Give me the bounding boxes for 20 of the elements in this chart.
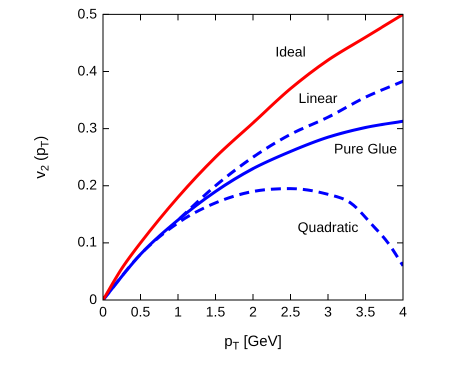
- series-label: Pure Glue: [334, 140, 398, 156]
- y-axis-title: v2 (pT): [32, 136, 52, 179]
- x-tick-label: 4: [399, 303, 408, 320]
- series-label: Ideal: [275, 44, 306, 60]
- x-tick-label: 2: [249, 303, 258, 320]
- series-label: Linear: [298, 90, 338, 106]
- x-tick-label: 3.5: [356, 303, 376, 320]
- x-tick-label: 0: [99, 303, 108, 320]
- y-tick-label: 0.4: [78, 62, 98, 78]
- y-tick-label: 0.1: [78, 234, 98, 250]
- x-tick-label: 0.5: [130, 303, 150, 320]
- y-tick-label: 0.3: [78, 120, 98, 136]
- series-label: Quadratic: [298, 219, 358, 236]
- x-tick-label: 3: [324, 303, 332, 320]
- y-tick-label: 0.5: [78, 5, 98, 22]
- x-tick-label: 1.5: [206, 303, 226, 320]
- y-tick-label: 0.2: [78, 176, 98, 193]
- y-tick-label: 0: [89, 290, 98, 307]
- x-tick-label: 2.5: [280, 303, 300, 320]
- x-tick-label: 1: [174, 303, 182, 320]
